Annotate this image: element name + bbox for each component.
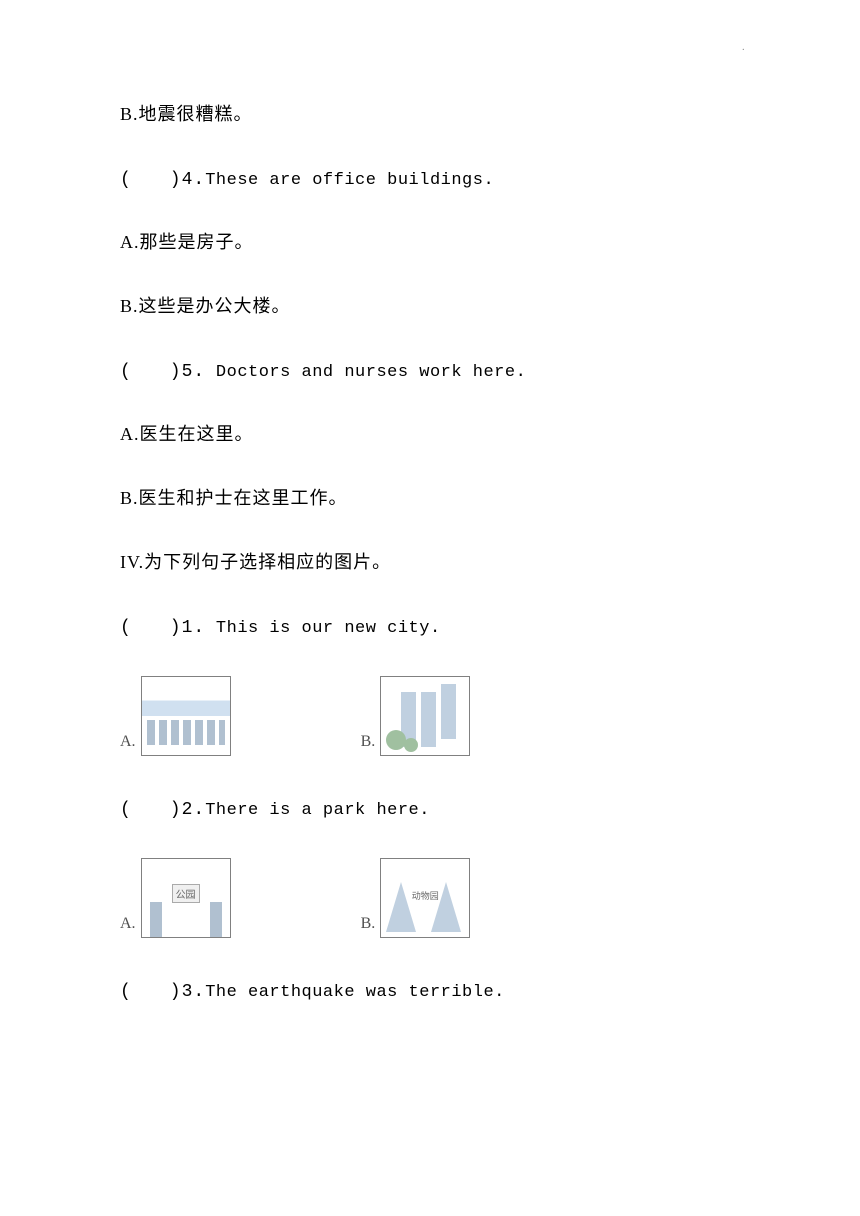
- iv-q2-image-row: A. B.: [120, 858, 740, 938]
- question-5: ( )5. Doctors and nurses work here.: [120, 356, 740, 382]
- iv-question-2-text: There is a park here.: [205, 801, 430, 820]
- iv-q1-image-row: A. B.: [120, 676, 740, 756]
- iv-q1-option-b[interactable]: B.: [361, 676, 471, 756]
- iv-q1-label-b: B.: [361, 733, 376, 751]
- iv-answer-blank-3[interactable]: ( )3.: [120, 982, 205, 1002]
- question-5-text: Doctors and nurses work here.: [205, 363, 526, 382]
- iv-question-2: ( )2.There is a park here.: [120, 794, 740, 820]
- option-b-q3: B.地震很糟糕。: [120, 100, 740, 126]
- city-image-icon: [380, 676, 470, 756]
- park-image-icon: [141, 858, 231, 938]
- option-b-q5: B.医生和护士在这里工作。: [120, 484, 740, 510]
- iv-question-1: ( )1. This is our new city.: [120, 612, 740, 638]
- option-b-q4: B.这些是办公大楼。: [120, 292, 740, 318]
- iv-q1-option-a[interactable]: A.: [120, 676, 231, 756]
- iv-q2-option-a[interactable]: A.: [120, 858, 231, 938]
- section-iv-title: IV.为下列句子选择相应的图片。: [120, 548, 740, 574]
- iv-q2-option-b[interactable]: B.: [361, 858, 471, 938]
- iv-q1-label-a: A.: [120, 733, 136, 751]
- iv-q2-label-b: B.: [361, 915, 376, 933]
- question-4-text: These are office buildings.: [205, 171, 494, 190]
- option-a-q4: A.那些是房子。: [120, 228, 740, 254]
- question-4: ( )4.These are office buildings.: [120, 164, 740, 190]
- answer-blank-4[interactable]: ( )4.: [120, 170, 205, 190]
- answer-blank-5[interactable]: ( )5.: [120, 362, 205, 382]
- page-marker: ·: [742, 45, 745, 56]
- iv-answer-blank-1[interactable]: ( )1.: [120, 618, 205, 638]
- iv-answer-blank-2[interactable]: ( )2.: [120, 800, 205, 820]
- option-a-q5: A.医生在这里。: [120, 420, 740, 446]
- iv-question-1-text: This is our new city.: [205, 619, 440, 638]
- village-image-icon: [141, 676, 231, 756]
- iv-question-3-text: The earthquake was terrible.: [205, 983, 505, 1002]
- iv-question-3: ( )3.The earthquake was terrible.: [120, 976, 740, 1002]
- zoo-image-icon: [380, 858, 470, 938]
- iv-q2-label-a: A.: [120, 915, 136, 933]
